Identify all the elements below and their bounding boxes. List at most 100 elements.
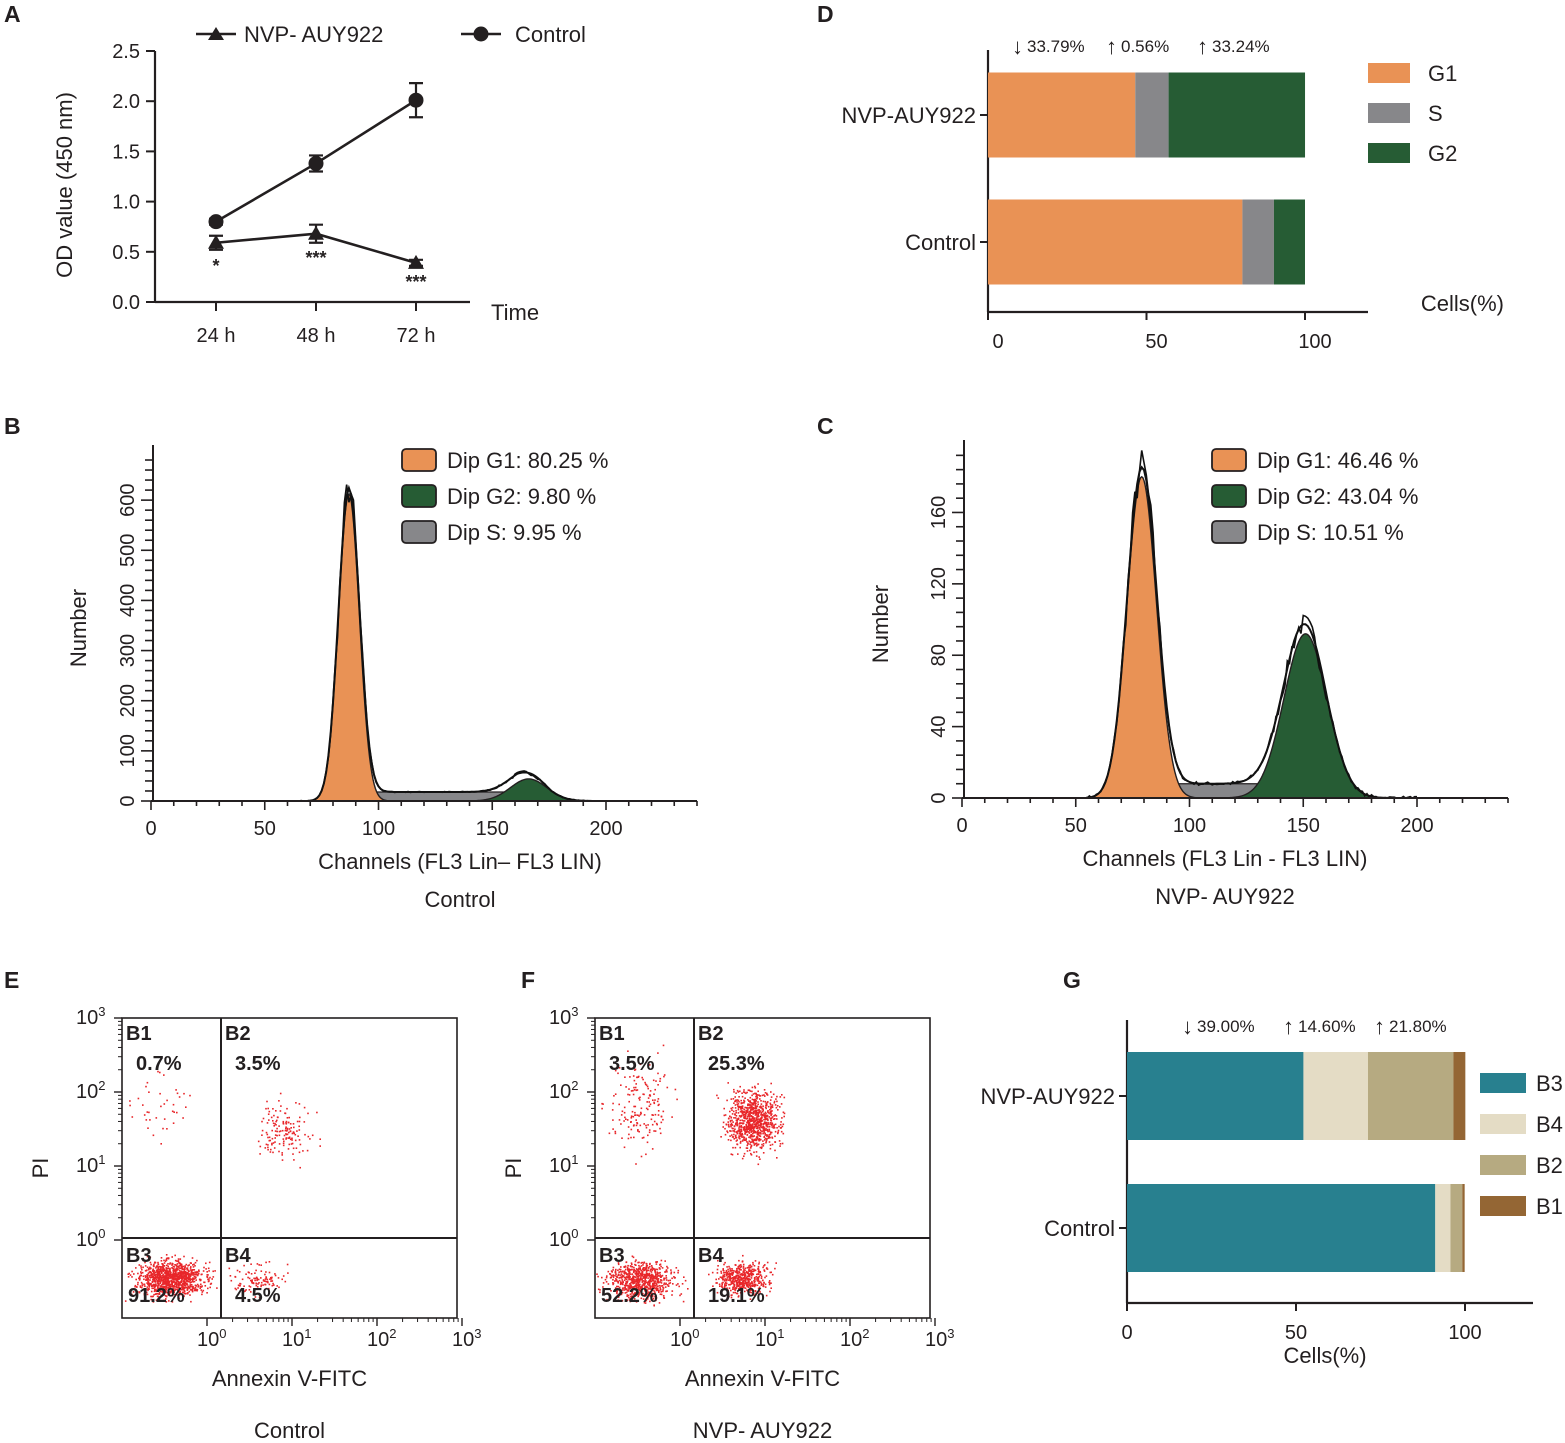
scatter-dot-b3 (177, 1294, 179, 1297)
scatter-dot-b2 (756, 1144, 759, 1146)
scatter-dot-b3 (157, 1263, 159, 1266)
scatter-dot-b4 (245, 1273, 247, 1275)
legend-label: S (1428, 101, 1443, 126)
scatter-dot-b2 (731, 1109, 733, 1111)
scatter-dot-b4 (752, 1283, 754, 1286)
scatter-dot-b3 (205, 1262, 207, 1265)
scatter-dot-b4 (738, 1264, 741, 1267)
scatter-dot-b4 (234, 1276, 237, 1278)
scatter-dot-b3 (153, 1262, 156, 1264)
scatter-dot-b3 (628, 1269, 630, 1271)
scatter-dot-b3 (200, 1273, 203, 1276)
a-data-point (208, 234, 224, 249)
scatter-dot-b3 (615, 1278, 618, 1281)
scatter-dot-b3 (628, 1299, 631, 1301)
scatter-dot-b4 (724, 1278, 727, 1280)
hist-sample-title: NVP- AUY922 (1155, 884, 1294, 909)
scatter-dot-b4 (251, 1282, 254, 1284)
scatter-dot-b2 (284, 1129, 287, 1132)
scatter-dot-b2 (764, 1134, 766, 1136)
scatter-dot-b1 (654, 1088, 656, 1091)
scatter-dot-b4 (747, 1278, 749, 1280)
scatter-frame (594, 1017, 931, 1319)
scatter-dot-b3 (651, 1266, 653, 1269)
scatter-dot-b3 (635, 1276, 637, 1279)
scatter-dot-b1 (159, 1092, 161, 1095)
scatter-dot-b1 (624, 1116, 626, 1119)
scatter-dot-b2 (750, 1118, 753, 1121)
scatter-dot-b3 (156, 1295, 159, 1298)
scatter-dot-b4 (754, 1269, 757, 1272)
scatter-dot-b2 (752, 1106, 755, 1109)
scatter-dot-b4 (721, 1282, 723, 1284)
scatter-dot-b2 (775, 1115, 778, 1117)
scatter-dot-b4 (748, 1283, 750, 1285)
scatter-dot-b2 (272, 1108, 274, 1110)
scatter-dot-b3 (175, 1285, 178, 1287)
scatter-dot-b4 (248, 1285, 251, 1287)
scatter-dot-b4 (716, 1282, 718, 1284)
scatter-dot-b1 (640, 1107, 643, 1110)
scatter-dot-b1 (647, 1087, 649, 1090)
scatter-dot-b2 (776, 1127, 778, 1129)
scatter-dot-b2 (743, 1155, 745, 1157)
scatter-dot-b2 (747, 1099, 749, 1101)
scatter-dot-b3 (649, 1270, 652, 1272)
scatter-dot-b2 (768, 1141, 771, 1143)
scatter-dot-b1 (666, 1086, 669, 1089)
scatter-dot-b4 (748, 1268, 750, 1271)
scatter-dot-b4 (249, 1286, 252, 1288)
scatter-dot-b3 (172, 1271, 175, 1273)
scatter-dot-b2 (748, 1100, 750, 1102)
scatter-dot-b3 (183, 1267, 185, 1270)
scatter-dot-b4 (736, 1277, 738, 1280)
scatter-dot-b2 (297, 1135, 299, 1137)
scatter-dot-b3 (180, 1277, 182, 1279)
scatter-dot-b3 (180, 1288, 182, 1291)
scatter-dot-b3 (641, 1285, 643, 1288)
scatter-dot-b4 (741, 1285, 744, 1287)
scatter-dot-b4 (765, 1275, 768, 1277)
panel-f-nvp-flow-scatter: 100100101101102102103103B13.5%B225.3%B35… (501, 1004, 954, 1443)
scatter-dot-b4 (726, 1277, 729, 1279)
scatter-dot-b4 (750, 1282, 753, 1284)
scatter-dot-b3 (167, 1280, 170, 1282)
scatter-dot-b3 (662, 1295, 665, 1297)
scatter-dot-b2 (767, 1110, 769, 1112)
scatter-dot-b3 (170, 1283, 172, 1286)
bars-category-label: NVP-AUY922 (841, 103, 976, 128)
scatter-dot-b2 (753, 1123, 756, 1126)
scatter-dot-b2 (749, 1101, 751, 1103)
scatter-dot-b3 (617, 1262, 620, 1264)
scatter-dot-b3 (178, 1262, 181, 1265)
scatter-dot-b3 (185, 1273, 187, 1275)
scatter-dot-b4 (730, 1270, 732, 1272)
scatter-dot-b2 (763, 1131, 765, 1134)
scatter-dot-b2 (751, 1107, 753, 1110)
scatter-dot-b3 (189, 1284, 191, 1286)
scatter-dot-b3 (615, 1278, 617, 1280)
scatter-dot-b3 (624, 1266, 627, 1268)
scatter-dot-b4 (723, 1279, 726, 1282)
scatter-dot-b4 (770, 1271, 772, 1274)
scatter-dot-b3 (667, 1285, 670, 1287)
scatter-dot-b3 (655, 1286, 657, 1288)
scatter-dot-b2 (761, 1120, 763, 1122)
scatter-dot-b3 (643, 1261, 646, 1264)
scatter-dot-b3 (641, 1286, 643, 1289)
scatter-dot-b2 (292, 1123, 295, 1125)
scatter-dot-b3 (636, 1273, 638, 1276)
scatter-dot-b4 (757, 1287, 760, 1290)
a-x-tick-label: 72 h (397, 325, 436, 347)
scatter-dot-b3 (147, 1277, 149, 1280)
scatter-dot-b4 (757, 1278, 760, 1281)
scatter-dot-b3 (652, 1285, 654, 1287)
scatter-dot-b2 (757, 1129, 759, 1132)
scatter-dot-b2 (777, 1129, 780, 1132)
scatter-dot-b2 (760, 1138, 762, 1141)
scatter-dot-b3 (164, 1295, 167, 1297)
scatter-dot-b4 (748, 1266, 751, 1269)
scatter-dot-b2 (758, 1110, 760, 1113)
scatter-dot-b3 (164, 1269, 167, 1272)
scatter-dot-b1 (152, 1134, 155, 1137)
